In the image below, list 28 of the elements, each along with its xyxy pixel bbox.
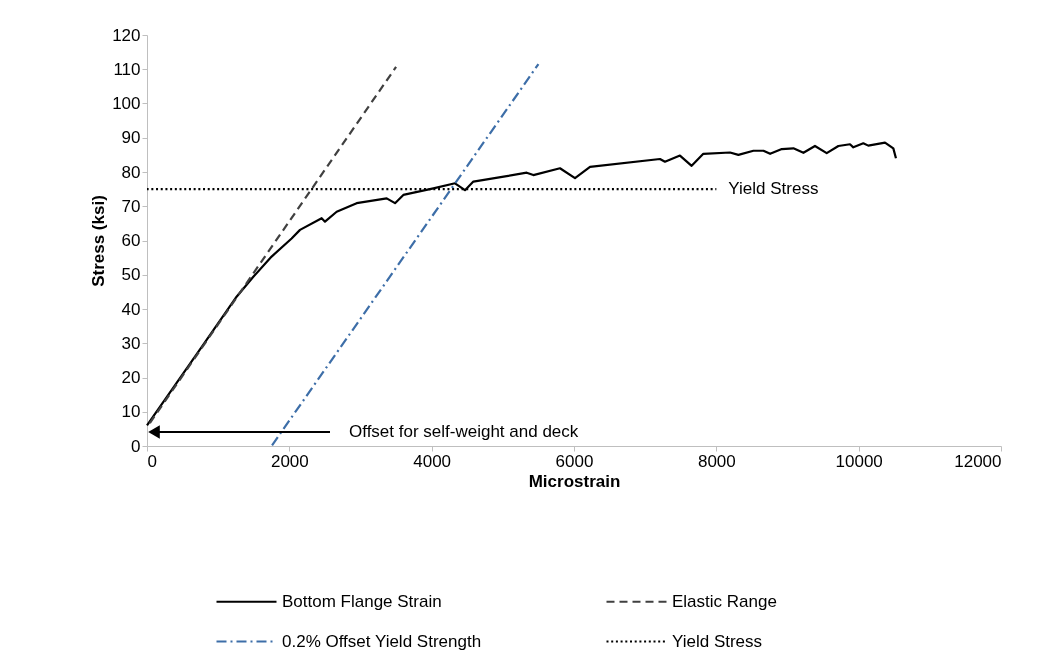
y-tick-label: 20	[121, 368, 141, 387]
annotation: Yield Stress	[728, 179, 819, 199]
y-tick-label: 30	[121, 333, 141, 353]
y-tick-label: 60	[121, 231, 141, 250]
x-axis-title: Microstrain	[528, 471, 621, 491]
x-tick-label: 12000	[954, 451, 1002, 471]
x-tick-label: 4000	[413, 451, 452, 471]
y-tick-label: 80	[121, 162, 141, 182]
legend-label: 0.2% Offset Yield Strength	[282, 631, 482, 651]
y-tick-label: 120	[112, 25, 141, 45]
x-tick-label: 6000	[555, 451, 594, 471]
annotation: Offset for self-weight and deck	[349, 422, 579, 441]
x-tick-label: 2000	[270, 451, 309, 471]
y-tick-label: 50	[121, 265, 141, 285]
y-tick-label: 40	[121, 299, 141, 319]
x-tick-label: 0	[147, 451, 157, 471]
y-tick-label: 100	[112, 94, 141, 113]
y-tick-label: 90	[121, 128, 141, 148]
legend-label: Elastic Range	[672, 591, 777, 611]
x-tick-label: 10000	[835, 451, 883, 471]
x-tick-label: 8000	[697, 451, 736, 471]
y-axis-title: Stress (ksi)	[89, 195, 109, 287]
legend-label: Yield Stress	[672, 631, 763, 651]
y-tick-label: 0	[131, 436, 141, 456]
y-tick-label: 10	[121, 402, 141, 422]
y-tick-label: 70	[121, 196, 141, 216]
legend-label: Bottom Flange Strain	[282, 591, 442, 611]
y-tick-label: 110	[113, 59, 141, 79]
